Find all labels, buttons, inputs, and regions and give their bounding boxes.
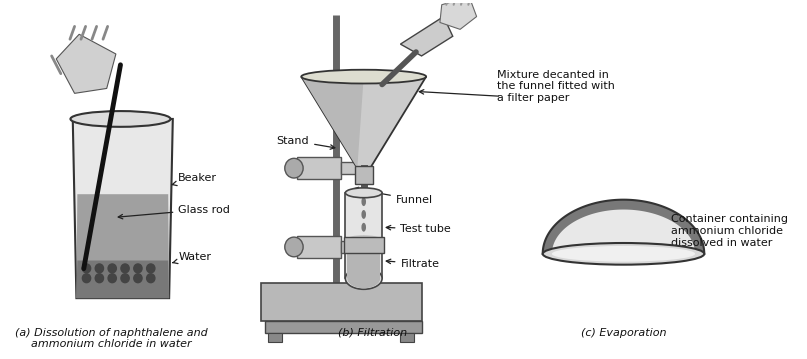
Circle shape <box>285 237 303 257</box>
Circle shape <box>82 264 90 273</box>
Polygon shape <box>543 200 705 254</box>
Circle shape <box>95 274 103 283</box>
Bar <box>261 283 421 321</box>
Polygon shape <box>77 261 169 298</box>
Polygon shape <box>301 76 426 168</box>
Text: (c) Evaporation: (c) Evaporation <box>581 328 667 338</box>
Polygon shape <box>552 210 695 254</box>
Circle shape <box>285 158 303 178</box>
Circle shape <box>108 264 116 273</box>
Bar <box>400 332 414 342</box>
Bar <box>345 193 382 279</box>
Ellipse shape <box>543 243 705 265</box>
Polygon shape <box>73 119 173 298</box>
Circle shape <box>134 274 142 283</box>
Polygon shape <box>400 17 453 56</box>
Ellipse shape <box>362 236 366 244</box>
Text: (a) Dissolution of naphthalene and
ammonium chloride in water: (a) Dissolution of naphthalene and ammon… <box>15 328 207 349</box>
Polygon shape <box>56 34 116 93</box>
Ellipse shape <box>552 246 695 262</box>
Text: Beaker: Beaker <box>172 173 217 186</box>
Bar <box>341 241 368 253</box>
Text: Funnel: Funnel <box>354 187 433 205</box>
Text: Container containing
ammonium chloride
dissolved in water: Container containing ammonium chloride d… <box>671 214 788 248</box>
Ellipse shape <box>345 267 382 289</box>
Ellipse shape <box>362 223 366 232</box>
Circle shape <box>121 264 129 273</box>
Bar <box>268 332 282 342</box>
Bar <box>297 236 341 258</box>
Bar <box>344 237 384 253</box>
Text: Water: Water <box>173 252 211 264</box>
Text: Test tube: Test tube <box>387 224 451 234</box>
Ellipse shape <box>362 197 366 206</box>
Bar <box>341 162 368 174</box>
Text: Stand: Stand <box>277 136 335 149</box>
Text: Mixture decanted in
the funnel fitted with
a filter paper: Mixture decanted in the funnel fitted wi… <box>497 70 615 103</box>
Text: Filtrate: Filtrate <box>387 259 440 269</box>
Circle shape <box>147 274 155 283</box>
Bar <box>265 321 421 332</box>
Circle shape <box>147 264 155 273</box>
Bar <box>354 166 373 184</box>
Ellipse shape <box>345 188 382 198</box>
Circle shape <box>108 274 116 283</box>
Ellipse shape <box>347 269 380 288</box>
Polygon shape <box>440 0 477 29</box>
Circle shape <box>95 264 103 273</box>
Polygon shape <box>77 194 169 298</box>
Ellipse shape <box>362 210 366 219</box>
Text: Glass rod: Glass rod <box>118 205 230 219</box>
Circle shape <box>121 274 129 283</box>
Polygon shape <box>301 76 364 168</box>
Bar <box>297 157 341 179</box>
Text: (b) Filtration: (b) Filtration <box>338 328 408 338</box>
Ellipse shape <box>347 235 380 243</box>
Ellipse shape <box>70 111 170 127</box>
Ellipse shape <box>362 248 366 257</box>
Bar <box>347 239 380 279</box>
Ellipse shape <box>301 70 426 84</box>
Circle shape <box>134 264 142 273</box>
Circle shape <box>82 274 90 283</box>
